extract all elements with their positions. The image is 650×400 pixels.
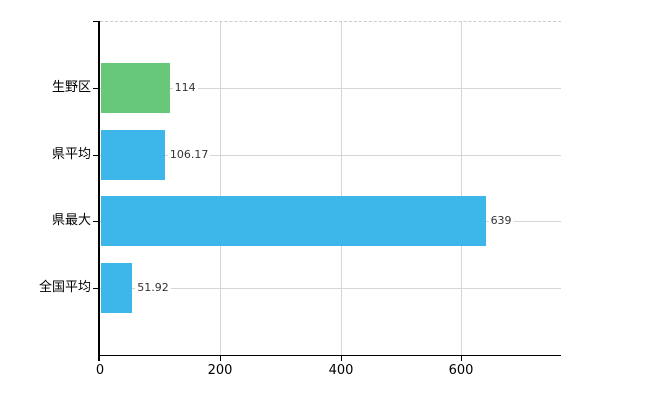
category-label: 県平均 [51,147,91,162]
x-tick-label: 400 [328,363,354,378]
x-axis-tick [220,355,221,361]
category-tick [93,88,100,89]
axis-top-tick [93,21,100,22]
bar-value-label: 114 [172,81,198,95]
vertical-gridline [220,21,222,355]
x-axis-line [98,355,561,356]
bar-value-label: 51.92 [135,281,171,295]
horizontal-gridline [100,88,561,89]
x-tick-label: 600 [448,363,474,378]
horizontal-gridline [100,288,561,289]
category-tick [93,221,100,222]
x-tick-label: 200 [207,363,233,378]
bar-全国平均 [101,263,132,313]
x-axis-tick [341,355,342,361]
bar-value-label: 106.17 [167,148,211,162]
category-label: 県最大 [51,213,91,228]
bar-生野区 [101,63,170,113]
vertical-gridline [461,21,463,355]
bar-県平均 [101,130,165,180]
bar-県最大 [101,196,486,246]
bar-value-label: 639 [488,214,514,228]
vertical-gridline [340,21,342,355]
y-axis-line [98,21,100,361]
horizontal-gridline [100,155,561,156]
category-tick [93,155,100,156]
category-label: 生野区 [51,80,91,95]
category-tick [93,288,100,289]
category-label: 全国平均 [38,280,91,295]
x-tick-label: 0 [95,363,105,378]
x-axis-tick [461,355,462,361]
plot-top-boundary-line [100,21,561,22]
